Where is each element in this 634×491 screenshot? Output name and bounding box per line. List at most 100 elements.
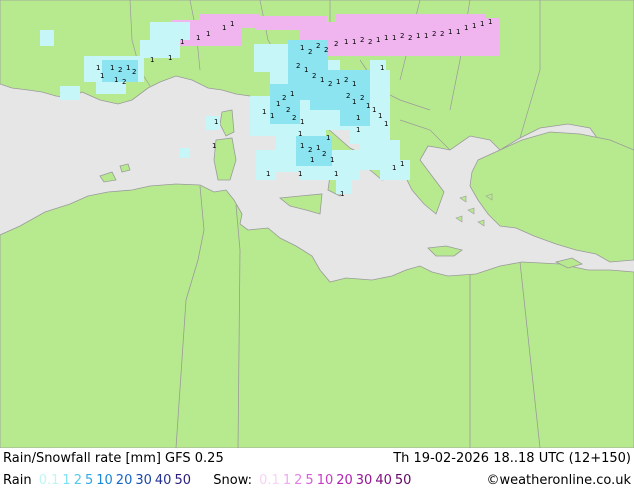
svg-text:1: 1 [378, 112, 382, 120]
svg-text:2: 2 [308, 48, 312, 56]
africa-border-lines [175, 185, 541, 448]
svg-text:1: 1 [150, 56, 154, 64]
svg-text:1: 1 [356, 126, 360, 134]
svg-text:1: 1 [222, 24, 226, 32]
svg-text:1: 1 [424, 32, 428, 40]
svg-text:1: 1 [456, 28, 460, 36]
svg-text:1: 1 [352, 80, 356, 88]
svg-text:2: 2 [368, 38, 372, 46]
svg-text:1: 1 [352, 38, 356, 46]
svg-text:1: 1 [168, 54, 172, 62]
svg-text:2: 2 [324, 46, 328, 54]
svg-text:1: 1 [352, 98, 356, 106]
svg-text:1: 1 [100, 72, 104, 80]
svg-text:2: 2 [334, 40, 338, 48]
svg-text:2: 2 [292, 114, 296, 122]
aegean-islands [455, 193, 493, 227]
sicily-island [278, 193, 323, 215]
sardinia-island [213, 137, 237, 181]
rain-legend-item: 0.1 [38, 473, 60, 488]
svg-text:1: 1 [488, 18, 492, 26]
svg-text:1: 1 [310, 156, 314, 164]
snow-legend-item: 5 [305, 473, 314, 488]
svg-text:2: 2 [328, 80, 332, 88]
svg-text:2: 2 [312, 72, 316, 80]
svg-text:1: 1 [472, 22, 476, 30]
svg-text:1: 1 [384, 34, 388, 42]
rain-legend-item: 2 [73, 473, 82, 488]
svg-text:1: 1 [416, 32, 420, 40]
svg-text:1: 1 [180, 38, 184, 46]
snow-legend-item: 1 [282, 473, 292, 488]
svg-text:1: 1 [270, 112, 274, 120]
svg-text:1: 1 [392, 164, 396, 172]
snow-legend-item: 10 [316, 473, 334, 488]
balearic-islands [99, 163, 131, 183]
svg-text:1: 1 [326, 134, 330, 142]
svg-text:1: 1 [366, 102, 370, 110]
svg-text:1: 1 [344, 38, 348, 46]
svg-text:2: 2 [122, 78, 126, 86]
svg-text:1: 1 [298, 170, 302, 178]
svg-text:1: 1 [380, 64, 384, 72]
snow-legend-item: 20 [336, 473, 353, 488]
svg-text:1: 1 [356, 114, 360, 122]
svg-text:1: 1 [334, 170, 338, 178]
svg-text:1: 1 [214, 118, 218, 126]
legend-row: Rain 0.1 1 2 5 10 20 30 40 50 Snow: 0.1 1 2 5 10 20 30… [3, 473, 631, 491]
svg-text:1: 1 [114, 76, 118, 84]
svg-text:1: 1 [316, 144, 320, 152]
svg-text:1: 1 [480, 20, 484, 28]
svg-text:1: 1 [126, 64, 130, 72]
svg-text:1: 1 [340, 190, 344, 198]
svg-text:1: 1 [330, 156, 334, 164]
svg-text:2: 2 [408, 34, 412, 42]
svg-text:1: 1 [206, 30, 210, 38]
snow-legend-label: Snow: [213, 473, 253, 488]
map-title: Rain/Snowfall rate [mm] GFS 0.25 [3, 451, 224, 466]
svg-text:1: 1 [300, 44, 304, 52]
svg-text:1: 1 [290, 90, 294, 98]
svg-text:2: 2 [400, 32, 404, 40]
svg-text:1: 1 [196, 34, 200, 42]
rain-mid-areas [102, 40, 370, 166]
svg-text:2: 2 [344, 76, 348, 84]
svg-text:2: 2 [118, 66, 122, 74]
svg-text:1: 1 [110, 64, 114, 72]
rain-legend-item: 10 [96, 473, 113, 488]
snow-legend-item: 2 [294, 473, 303, 488]
svg-text:2: 2 [316, 42, 320, 50]
svg-text:2: 2 [360, 36, 364, 44]
svg-text:2: 2 [360, 94, 364, 102]
svg-text:1: 1 [96, 64, 100, 72]
svg-text:1: 1 [392, 34, 396, 42]
svg-text:1: 1 [230, 20, 234, 28]
cyprus-island [554, 257, 583, 269]
svg-text:2: 2 [282, 94, 286, 102]
rain-legend-item: 20 [115, 473, 133, 488]
rain-legend-item: 50 [174, 473, 191, 488]
snow-legend-item: 30 [355, 473, 373, 488]
svg-text:1: 1 [298, 130, 302, 138]
rain-legend-item: 30 [135, 473, 152, 488]
svg-text:1: 1 [464, 24, 468, 32]
svg-text:2: 2 [296, 62, 300, 70]
svg-text:2: 2 [132, 68, 136, 76]
svg-text:1: 1 [300, 142, 304, 150]
svg-text:1: 1 [372, 106, 376, 114]
svg-text:1: 1 [376, 36, 380, 44]
snow-legend: 0.1 1 2 5 10 20 30 40 50 [256, 473, 411, 488]
snow-legend-item: 0.1 [259, 473, 280, 488]
header-row: Rain/Snowfall rate [mm] GFS 0.25 Th 19-0… [3, 451, 631, 469]
corsica-island [219, 109, 235, 137]
svg-text:1: 1 [276, 100, 280, 108]
svg-text:1: 1 [336, 78, 340, 86]
credit-link[interactable]: ©weatheronline.co.uk [486, 473, 631, 488]
svg-text:2: 2 [322, 150, 326, 158]
rain-legend-label: Rain [3, 473, 32, 488]
svg-text:1: 1 [384, 120, 388, 128]
anatolia-land [469, 131, 634, 263]
map-footer: Rain/Snowfall rate [mm] GFS 0.25 Th 19-0… [0, 448, 634, 490]
